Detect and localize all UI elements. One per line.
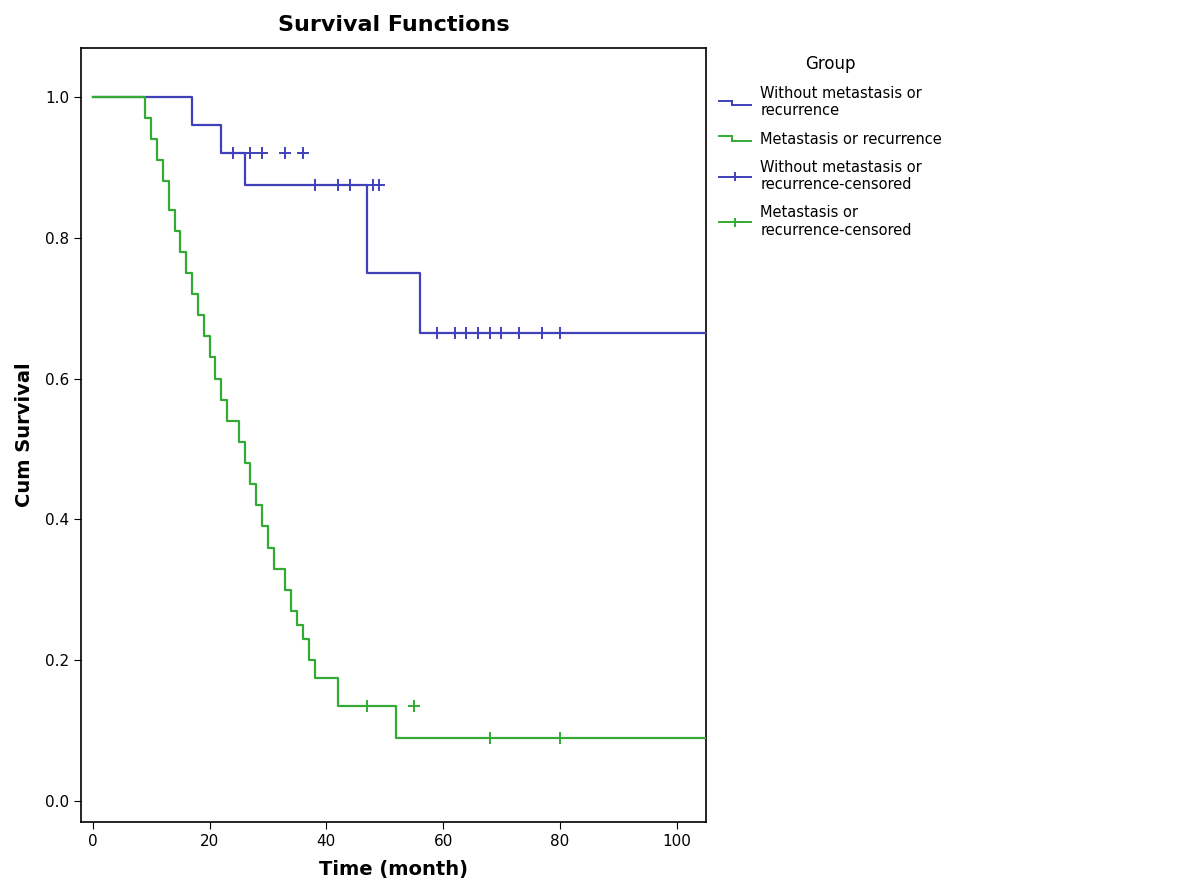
Point (241, 146, 260, 160)
Point (468, 325, 487, 340)
Point (427, 325, 446, 340)
Point (492, 325, 511, 340)
Y-axis label: Cum Survival: Cum Survival (14, 363, 34, 507)
Point (445, 325, 464, 340)
Point (551, 325, 570, 340)
X-axis label: Time (month): Time (month) (319, 860, 468, 879)
Point (404, 699, 424, 713)
Point (329, 178, 348, 192)
Point (370, 178, 389, 192)
Point (358, 699, 377, 713)
Point (294, 146, 313, 160)
Point (480, 325, 499, 340)
Point (223, 146, 242, 160)
Point (305, 178, 324, 192)
Point (551, 730, 570, 745)
Point (457, 325, 476, 340)
Point (533, 325, 552, 340)
Legend: Without metastasis or
recurrence, Metastasis or recurrence, Without metastasis o: Without metastasis or recurrence, Metast… (719, 55, 942, 238)
Point (480, 730, 499, 745)
Point (510, 325, 529, 340)
Title: Survival Functions: Survival Functions (277, 15, 509, 35)
Point (252, 146, 271, 160)
Point (340, 178, 359, 192)
Point (276, 146, 295, 160)
Point (364, 178, 383, 192)
